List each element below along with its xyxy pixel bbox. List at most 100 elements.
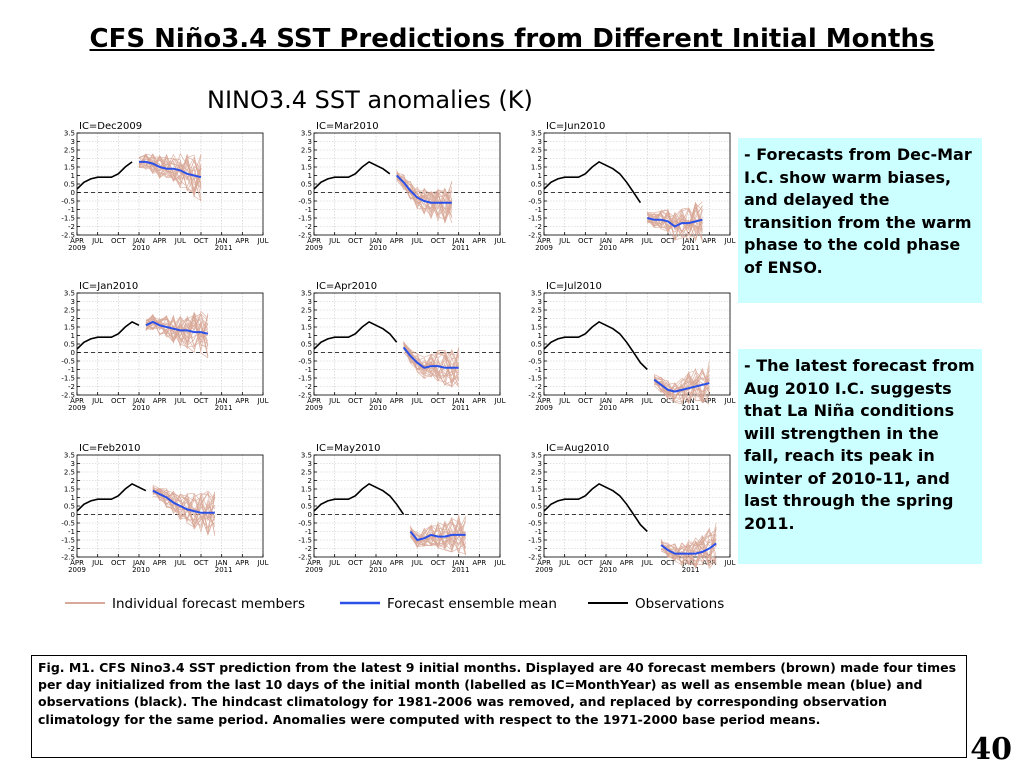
y-tick-label: -2.5 [528,232,542,240]
x-tick-label: APR [390,397,404,405]
y-tick-label: 3.5 [531,452,542,460]
y-tick-label: 3 [71,460,75,468]
x-year-label: 2010 [599,566,617,574]
forecast-member-line [152,491,216,520]
y-tick-label: 1.5 [301,164,312,172]
y-tick-label: -1.5 [528,537,542,545]
forecast-member-line [403,344,460,372]
y-tick-label: 0.5 [301,181,312,189]
x-tick-label: OCT [111,559,126,567]
y-tick-label: 2 [538,155,542,163]
y-tick-label: -1.5 [298,537,312,545]
y-tick-label: -1 [68,366,75,374]
observations-line [313,320,398,350]
y-tick-label: 0.5 [64,341,75,349]
x-year-label: 2011 [452,404,470,412]
x-tick-label: OCT [194,397,209,405]
y-tick-label: 2.5 [64,469,75,477]
forecast-member-line [654,367,710,405]
x-year-label: 2011 [682,566,700,574]
x-tick-label: JUL [641,559,653,567]
forecast-member-line [396,172,453,220]
panel-ic-label: IC=Mar2010 [316,121,379,132]
x-tick-label: JUL [411,397,423,405]
y-tick-label: -2.5 [61,232,75,240]
x-tick-label: OCT [348,559,363,567]
x-year-label: 2011 [215,244,233,252]
y-tick-label: 3.5 [64,130,75,138]
x-tick-label: APR [235,397,249,405]
y-tick-label: 1 [538,494,542,502]
y-tick-label: -2 [305,223,312,231]
x-year-label: 2009 [535,566,553,574]
x-tick-label: JAN [452,559,465,567]
x-year-label: 2010 [132,244,150,252]
y-tick-label: -2.5 [298,554,312,562]
x-tick-label: OCT [661,559,676,567]
panel-ic-label: IC=May2010 [316,443,380,454]
y-tick-label: 3.5 [301,130,312,138]
panel-ic-label: IC=Feb2010 [79,443,140,454]
y-tick-label: 0 [308,189,312,197]
y-tick-label: -2 [305,383,312,391]
callout-bullet: - [744,145,757,164]
x-tick-label: JUL [493,559,505,567]
forecast-member-line [647,211,703,241]
forecast-member-line [403,347,460,383]
forecast-member-line [647,206,703,241]
x-tick-label: APR [472,237,486,245]
x-tick-label: OCT [194,237,209,245]
x-tick-label: JAN [369,559,382,567]
y-tick-label: 0 [538,189,542,197]
forecast-member-line [145,318,209,339]
y-tick-label: 1.5 [64,324,75,332]
x-tick-label: APR [537,237,551,245]
x-year-label: 2010 [132,404,150,412]
observations-line [313,482,405,515]
x-tick-label: JUL [328,397,340,405]
forecast-member-line [410,526,466,548]
observations-line [76,482,147,512]
nino34-figure: NINO3.4 SST anomalies (K) 3.532.521.510.… [61,86,735,612]
x-year-label: 2009 [68,244,86,252]
y-tick-label: -0.5 [528,520,542,528]
x-tick-label: APR [307,397,321,405]
callout-bullet: - [744,356,757,375]
legend-members-label: Individual forecast members [112,596,305,612]
y-tick-label: 0.5 [531,503,542,511]
forecast-member-line [660,541,717,564]
y-tick-label: 2 [538,477,542,485]
x-tick-label: APR [153,237,167,245]
y-tick-label: 0 [71,189,75,197]
observations-line [313,160,391,190]
forecast-member-line [653,376,710,403]
forecast-member-line [661,539,717,563]
y-tick-label: 2 [71,155,75,163]
callout-warm-bias: - Forecasts from Dec-Mar I.C. show warm … [738,138,982,303]
x-tick-label: APR [70,559,84,567]
x-tick-label: JAN [132,237,145,245]
y-tick-label: 2.5 [531,307,542,315]
x-tick-label: OCT [578,559,593,567]
x-year-label: 2009 [68,404,86,412]
x-tick-label: APR [153,559,167,567]
x-tick-label: OCT [194,559,209,567]
y-tick-label: -2 [535,383,542,391]
x-year-label: 2011 [452,566,470,574]
x-tick-label: APR [307,237,321,245]
forecast-member-line [653,375,710,403]
x-tick-label: OCT [431,397,446,405]
ensemble-mean-line [653,378,710,393]
forecast-member-line [647,202,703,234]
y-tick-label: 3 [308,298,312,306]
x-year-label: 2009 [68,566,86,574]
ensemble-mean-line [152,489,215,514]
x-tick-label: JUL [641,397,653,405]
y-tick-label: 0 [538,511,542,519]
y-tick-label: 1 [308,494,312,502]
x-tick-label: OCT [348,237,363,245]
forecast-member-line [152,486,216,529]
